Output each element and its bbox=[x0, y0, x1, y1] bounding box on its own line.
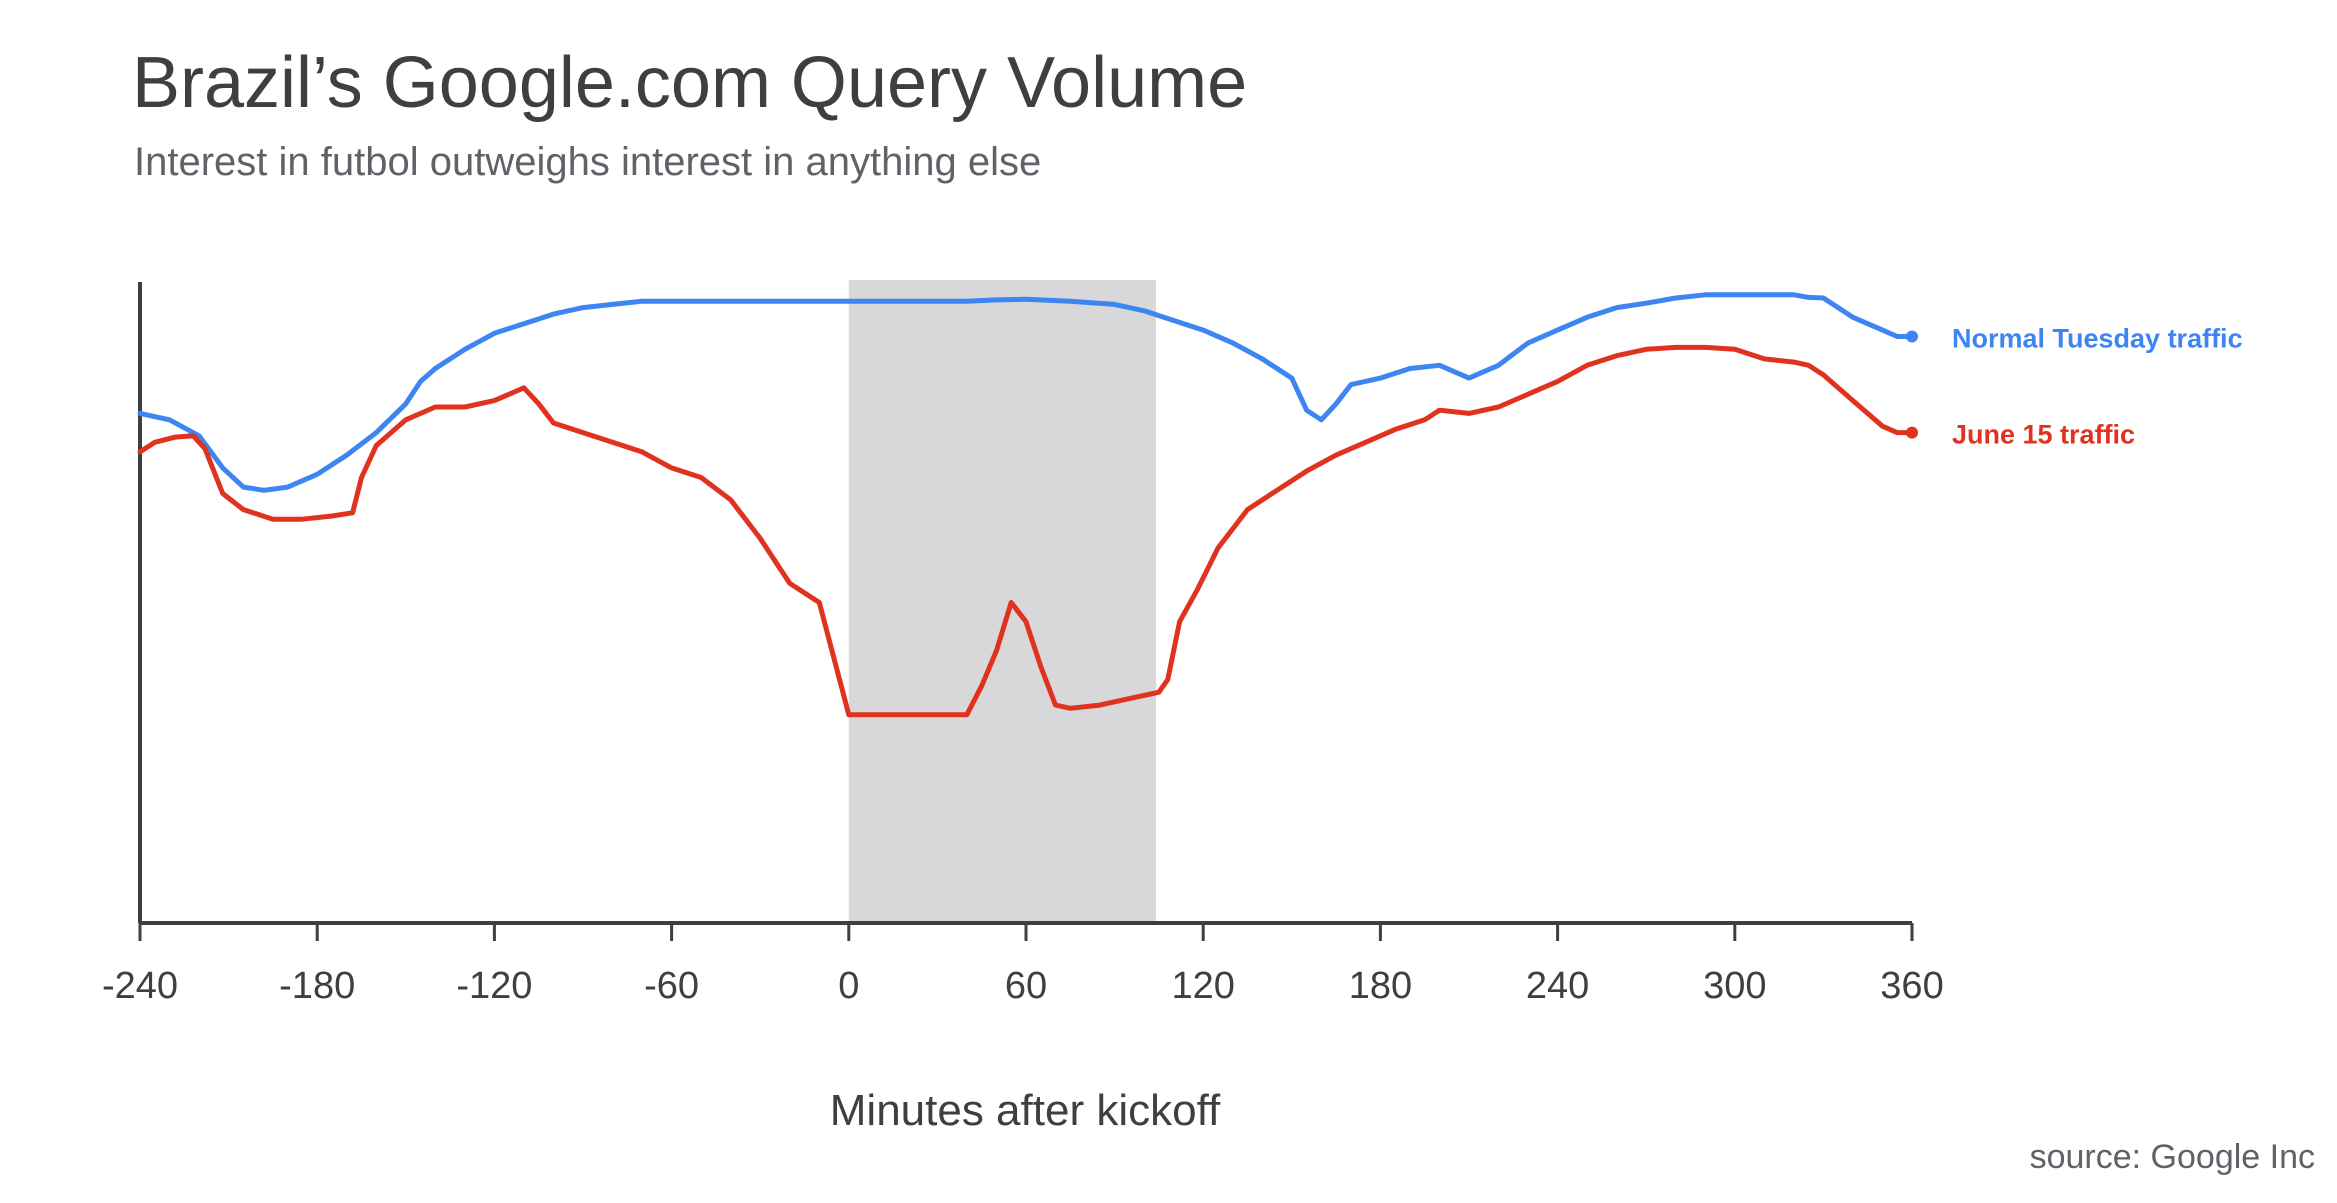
highlight-region-layer bbox=[848, 280, 1156, 923]
series-line-normal-tuesday-traffic bbox=[137, 292, 1915, 493]
x-tick-label: 240 bbox=[1526, 965, 1589, 1007]
x-tick-label: 300 bbox=[1703, 965, 1766, 1007]
x-tick-label: -180 bbox=[279, 965, 355, 1007]
series-line-june-15-traffic bbox=[137, 344, 1915, 718]
series-end-point-normal-tuesday-traffic bbox=[1906, 330, 1918, 343]
highlight-region bbox=[848, 280, 1156, 923]
legend-label-june-15-traffic: June 15 traffic bbox=[1952, 420, 2135, 450]
legend: Normal Tuesday traffic June 15 traffic bbox=[1952, 323, 2243, 449]
x-tick-label: -240 bbox=[102, 965, 178, 1007]
x-tick-label: -120 bbox=[456, 965, 532, 1007]
axes: -240 -180 -120 -60 0 60 120 180 240 300 360 bbox=[102, 282, 1944, 1007]
x-tick-label: 0 bbox=[838, 965, 859, 1007]
chart-subtitle: Interest in futbol outweighs interest in… bbox=[134, 140, 1042, 184]
x-tick-label: -60 bbox=[644, 965, 699, 1007]
x-axis-label: Minutes after kickoff bbox=[830, 1086, 1221, 1135]
series-end-point-june-15-traffic bbox=[1906, 426, 1918, 439]
series-lines bbox=[137, 292, 1918, 718]
x-tick-label: 60 bbox=[1005, 965, 1047, 1007]
x-tick-label: 360 bbox=[1880, 965, 1943, 1007]
source-note: source: Google Inc bbox=[2029, 1138, 2315, 1176]
chart-title: Brazil’s Google.com Query Volume bbox=[132, 43, 1248, 123]
legend-label-normal-tuesday-traffic: Normal Tuesday traffic bbox=[1952, 323, 2243, 353]
x-tick-label: 120 bbox=[1171, 965, 1234, 1007]
x-tick-label: 180 bbox=[1349, 965, 1412, 1007]
